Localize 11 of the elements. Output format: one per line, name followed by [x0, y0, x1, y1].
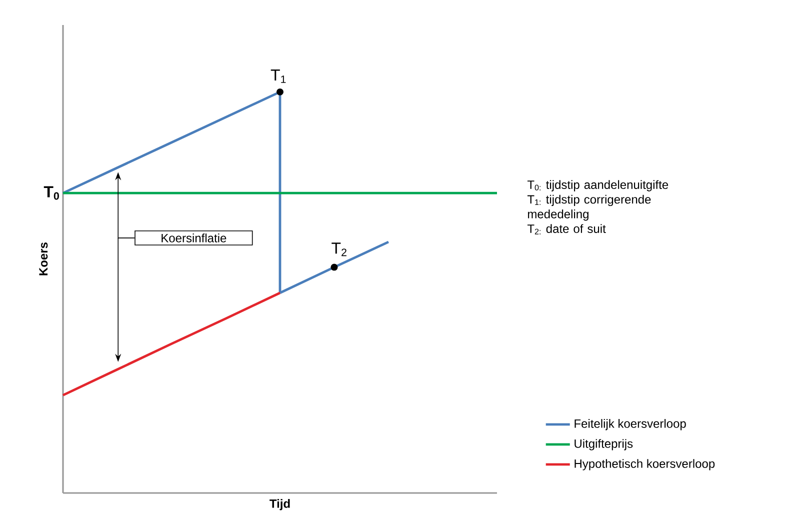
x-axis-title: Tijd	[270, 499, 290, 510]
annotation: Koersinflatie	[162, 234, 226, 242]
text: T$_{0:}$ tijdstip aandelenuitgifte	[527, 180, 668, 192]
annotation: T$_{2}$	[332, 242, 346, 256]
text: T$_{0}$	[44, 186, 59, 200]
legend-label: Uitgifteprijs	[574, 439, 633, 450]
text: T$_{1}$	[270, 70, 286, 83]
legend-label: Feitelijk koersverloop	[574, 419, 686, 430]
y-axis-title: Koers	[39, 242, 48, 276]
text: T$_{2:}$ date of suit	[527, 224, 606, 234]
legend-label: Hypothetisch koersverloop	[574, 459, 715, 470]
